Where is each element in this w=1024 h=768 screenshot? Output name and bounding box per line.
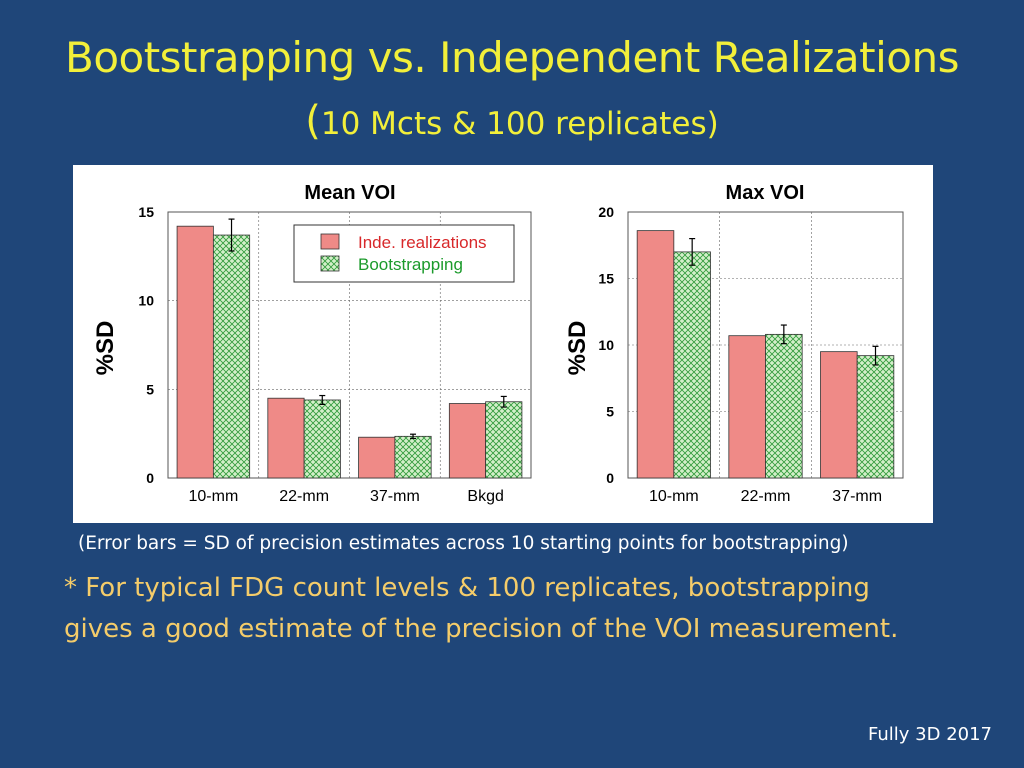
- footer-text: Fully 3D 2017: [868, 724, 992, 745]
- slide-title: Bootstrapping vs. Independent Realizatio…: [65, 33, 959, 82]
- max-voi-bar-inde-37-mm: [820, 351, 858, 479]
- mean-voi-xtick-label: Bkgd: [467, 488, 503, 505]
- mean-voi-xtick-label: 37-mm: [370, 488, 420, 505]
- max-voi-bar-boot-37-mm: [856, 355, 895, 479]
- mean-voi-ylabel: %SD: [92, 321, 119, 376]
- mean-voi-bar-boot-22-mm: [303, 399, 341, 479]
- max-voi-ytick-label: 10: [598, 337, 614, 353]
- subtitle-text: 10 Mcts & 100 replicates): [320, 106, 719, 142]
- legend-swatch-boot: [320, 255, 340, 272]
- mean-voi-ytick-label: 5: [146, 381, 154, 397]
- legend-label-boot: Bootstrapping: [358, 255, 463, 274]
- mean-voi-bar-inde-Bkgd: [448, 403, 487, 479]
- max-voi-chart-title: Max VOI: [726, 182, 805, 204]
- error-bar-note: (Error bars = SD of precision estimates …: [78, 533, 849, 554]
- legend-label-inde: Inde. realizations: [358, 233, 487, 252]
- max-voi-bar-boot-10-mm: [673, 251, 711, 479]
- max-voi-bar-boot-22-mm: [765, 333, 803, 479]
- max-voi-xtick-label: 37-mm: [832, 488, 882, 505]
- legend-swatch-inde: [320, 233, 340, 250]
- subtitle-paren: (: [305, 98, 321, 144]
- mean-voi-xtick-label: 10-mm: [188, 488, 238, 505]
- max-voi-xtick-label: 10-mm: [649, 488, 699, 505]
- max-voi-ylabel: %SD: [564, 321, 591, 376]
- max-voi-bar-inde-10-mm: [636, 230, 675, 479]
- mean-voi-chart-title: Mean VOI: [304, 182, 395, 204]
- max-voi-ytick-label: 20: [598, 204, 614, 220]
- max-voi-xtick-label: 22-mm: [741, 488, 791, 505]
- mean-voi-ytick-label: 0: [146, 470, 154, 486]
- mean-voi-bar-boot-37-mm: [394, 435, 432, 479]
- chart-panel: 0 5 10 15 10-mm 22-mm 37-mm Bkgd Mean VOI %SD 0 5 10…: [73, 165, 933, 523]
- mean-voi-xtick-label: 22-mm: [279, 488, 329, 505]
- mean-voi-ytick-label: 10: [138, 293, 154, 309]
- mean-voi-bar-inde-10-mm: [176, 225, 214, 479]
- mean-voi-bar-boot-Bkgd: [485, 401, 523, 479]
- mean-voi-ytick-label: 15: [138, 204, 154, 220]
- bullet-line-1: * For typical FDG count levels & 100 rep…: [64, 573, 870, 603]
- max-voi-ytick-label: 0: [606, 470, 614, 486]
- slide-subtitle: (10 Mcts & 100 replicates): [0, 98, 1024, 147]
- bullet-line-2: gives a good estimate of the precision o…: [64, 614, 899, 644]
- max-voi-bar-inde-22-mm: [728, 335, 766, 479]
- charts-svg: 0 5 10 15 10-mm 22-mm 37-mm Bkgd Mean VOI %SD 0 5 10…: [92, 182, 904, 505]
- max-voi-ytick-label: 5: [606, 404, 614, 420]
- conclusion-bullet: * For typical FDG count levels & 100 rep…: [64, 568, 984, 650]
- mean-voi-bar-inde-22-mm: [267, 397, 305, 479]
- mean-voi-bar-inde-37-mm: [358, 436, 396, 479]
- mean-voi-bar-boot-10-mm: [212, 234, 251, 479]
- max-voi-ytick-label: 15: [598, 271, 614, 287]
